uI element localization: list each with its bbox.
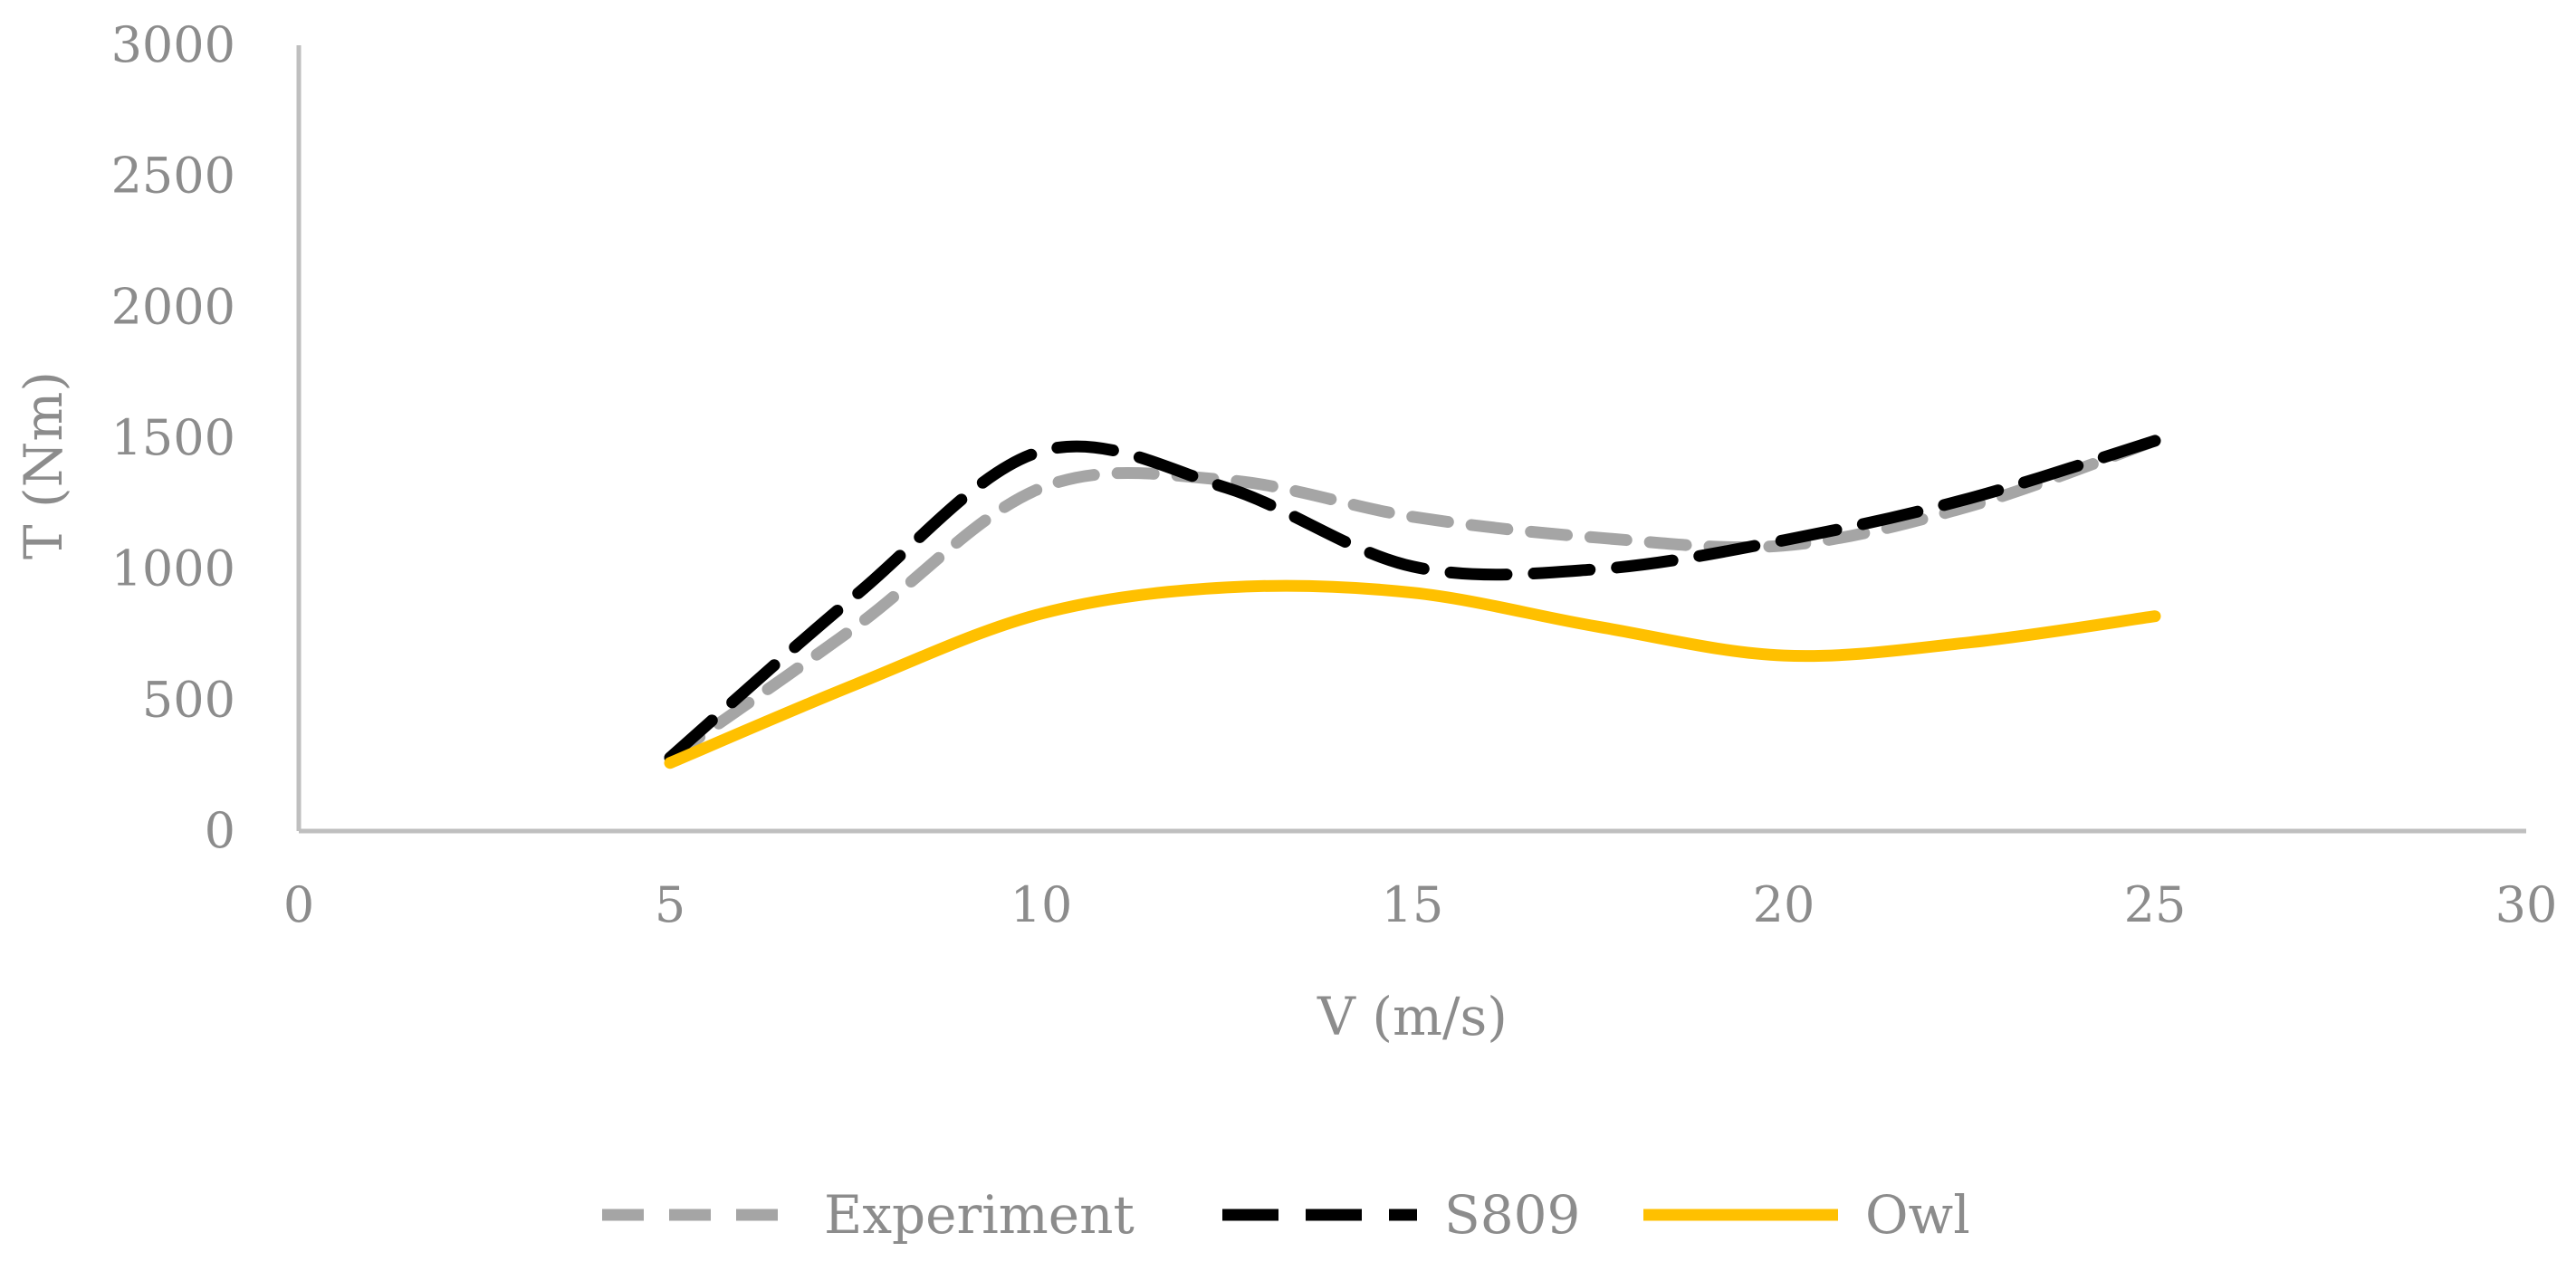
y-tick-label: 3000 [111,16,235,73]
legend-label-owl: Owl [1865,1184,1970,1246]
x-tick-label: 30 [2495,876,2558,933]
series-line-owl [664,579,2161,769]
y-tick-label: 500 [142,671,235,728]
series-lines [664,435,2161,769]
series-line-s809 [664,435,2161,764]
y-tick-label: 1500 [111,409,235,466]
y-tick-label: 0 [205,802,235,859]
x-tick-labels: 0 5 10 15 20 25 30 [283,876,2558,933]
y-axis-title: T (Nm) [13,371,74,559]
x-tick-label: 5 [655,876,685,933]
y-tick-label: 2000 [111,278,235,335]
y-tick-label: 1000 [111,540,235,597]
x-tick-label: 20 [1753,876,1815,933]
y-tick-label: 2500 [111,148,235,205]
series-line-experiment [664,435,2161,764]
legend-label-experiment: Experiment [824,1184,1135,1246]
x-axis-title: V (m/s) [1317,986,1508,1047]
x-tick-label: 25 [2124,876,2187,933]
x-tick-label: 15 [1382,876,1444,933]
axes [296,45,2526,834]
x-tick-label: 10 [1010,876,1073,933]
y-tick-labels: 0 500 1000 1500 2000 2500 3000 [111,16,235,859]
legend-label-s809: S809 [1444,1184,1580,1246]
legend: Experiment S809 Owl [602,1184,1970,1246]
x-tick-label: 0 [283,876,314,933]
